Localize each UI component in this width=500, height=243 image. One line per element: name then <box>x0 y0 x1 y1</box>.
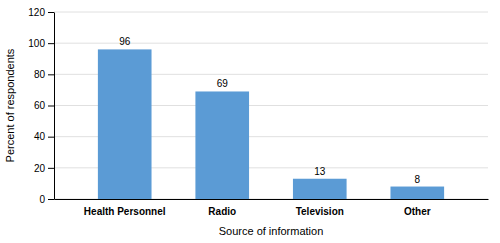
plot: Health Personnel Radio Television Other 0 20 4… <box>28 7 488 217</box>
tick-label: 0 <box>39 194 45 205</box>
tick-label: 60 <box>34 100 46 111</box>
tick: 0 <box>39 194 54 205</box>
tick-mark <box>48 199 54 200</box>
tick-mark <box>48 137 54 138</box>
x-axis: Health Personnel Radio Television Other <box>55 200 489 218</box>
tick-label: 100 <box>28 38 45 49</box>
tick: Health Personnel <box>84 206 166 217</box>
tick: 120 <box>28 7 54 18</box>
tick: 80 <box>34 69 54 80</box>
tick: Television <box>296 206 344 217</box>
tick-mark <box>48 12 54 13</box>
axis-line <box>55 199 489 200</box>
tick: Radio <box>208 206 236 217</box>
chart-svg: Health Personnel Radio Television Other 0 20 4… <box>0 0 500 243</box>
tick-label: Health Personnel <box>84 206 166 217</box>
tick: Other <box>404 206 431 217</box>
tick: 100 <box>28 38 54 49</box>
tick-label: Other <box>404 206 431 217</box>
grid-line <box>54 12 488 13</box>
chart-container: Health Personnel Radio Television Other 0 20 4… <box>0 0 500 243</box>
tick-label: 120 <box>28 7 45 18</box>
y-axis-title: Percent of respondents <box>4 48 16 162</box>
tick-label: Television <box>296 206 344 217</box>
bar <box>195 91 249 199</box>
bars <box>98 49 444 199</box>
data-label: 8 <box>415 174 421 185</box>
y-axis: 0 20 40 60 80 100 120 <box>28 7 54 205</box>
data-label: 13 <box>314 166 326 177</box>
tick-label: 40 <box>34 131 46 142</box>
data-label: 96 <box>119 36 131 47</box>
data-label: 69 <box>217 78 229 89</box>
bar <box>98 49 152 199</box>
tick-label: 20 <box>34 163 46 174</box>
bar <box>390 187 444 199</box>
tick-mark <box>48 74 54 75</box>
tick-mark <box>48 43 54 44</box>
tick-mark <box>48 168 54 169</box>
grid <box>54 12 488 199</box>
tick-label: 80 <box>34 69 46 80</box>
data-labels: 96 69 13 8 <box>119 36 420 184</box>
axis-line <box>54 13 55 200</box>
tick: 60 <box>34 100 54 111</box>
tick-label: Radio <box>208 206 236 217</box>
tick-mark <box>48 106 54 107</box>
bar <box>293 179 347 199</box>
tick: 20 <box>34 163 54 174</box>
tick: 40 <box>34 131 54 142</box>
x-axis-title: Source of information <box>219 225 324 237</box>
